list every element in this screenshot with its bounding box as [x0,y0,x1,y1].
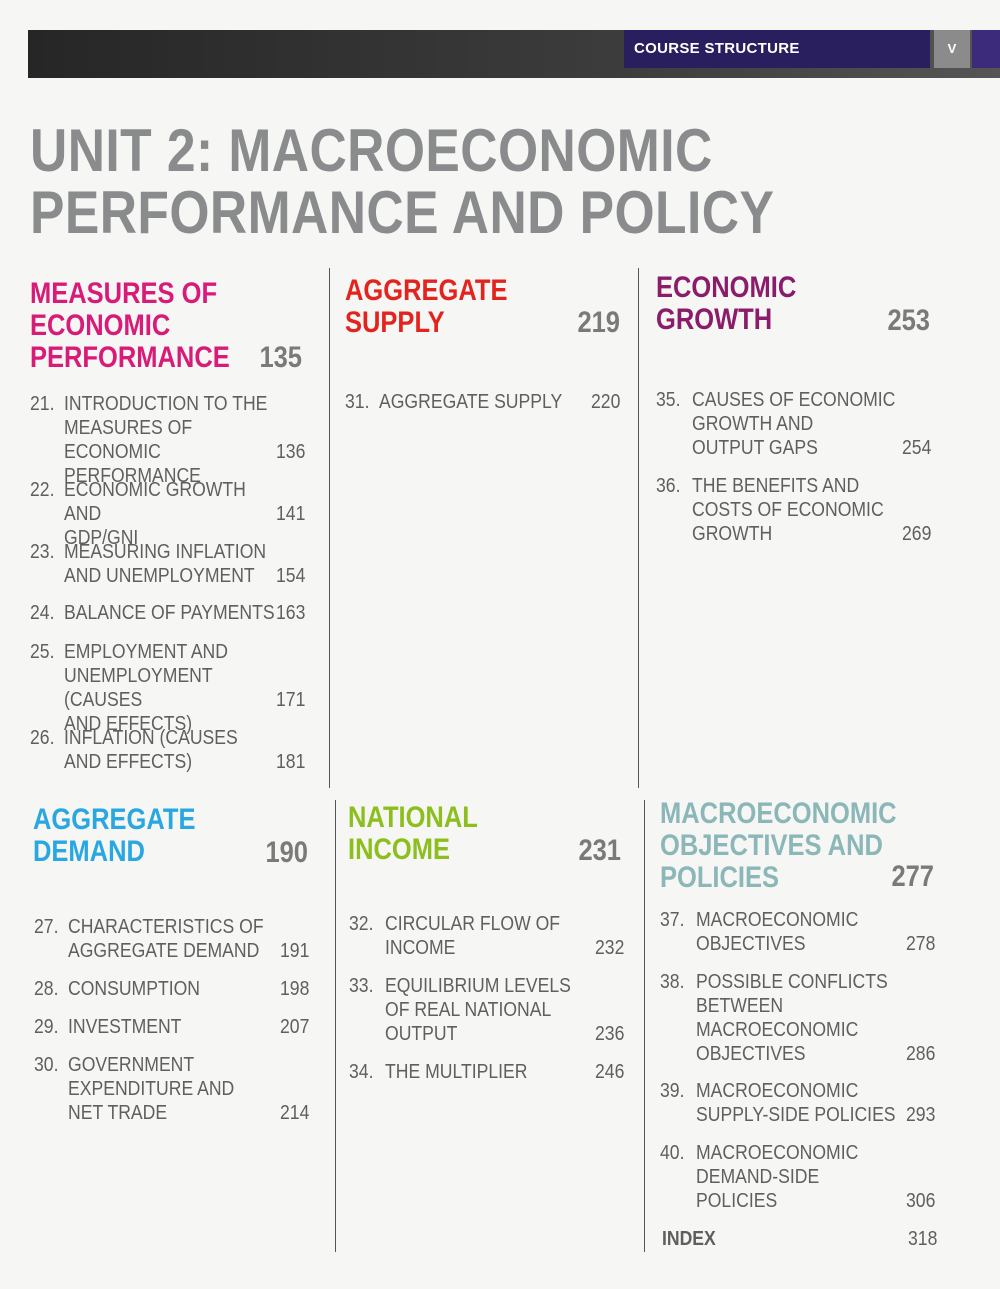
toc-entry-39[interactable]: 39. MACROECONOMIC SUPPLY-SIDE POLICIES 2… [660,1080,935,1126]
section-title-measures[interactable]: MEASURES OF ECONOMIC PERFORMANCE [30,277,230,374]
toc-entry-21[interactable]: 21. INTRODUCTION TO THE MEASURES OF ECON… [30,393,305,487]
toc-entry-37[interactable]: 37. MACROECONOMIC OBJECTIVES 278 [660,909,935,955]
toc-entry-26[interactable]: 26. INFLATION (CAUSES AND EFFECTS) 181 [30,727,305,773]
toc-entry-31[interactable]: 31. AGGREGATE SUPPLY 220 [345,391,620,413]
running-header-section: COURSE STRUCTURE [624,30,930,68]
section-page-measures: 135 [259,341,302,374]
section-title-objectives[interactable]: MACROECONOMIC OBJECTIVES AND POLICIES [660,797,897,894]
section-title-supply[interactable]: AGGREGATE SUPPLY [345,274,508,339]
toc-entry-34[interactable]: 34. THE MULTIPLIER 246 [349,1061,624,1083]
section-page-supply: 219 [577,306,620,339]
unit-title-line-1: UNIT 2: MACROECONOMIC [30,117,713,184]
section-title-demand[interactable]: AGGREGATE DEMAND [33,803,196,868]
toc-entry-27[interactable]: 27. CHARACTERISTICS OF AGGREGATE DEMAND … [34,916,309,962]
toc-entry-38[interactable]: 38. POSSIBLE CONFLICTS BETWEEN MACROECON… [660,971,935,1065]
toc-entry-28[interactable]: 28. CONSUMPTION 198 [34,978,309,1000]
toc-entry-23[interactable]: 23. MEASURING INFLATION AND UNEMPLOYMENT… [30,541,305,587]
toc-entry-25[interactable]: 25. EMPLOYMENT AND UNEMPLOYMENT (CAUSES … [30,641,305,735]
toc-entry-36[interactable]: 36. THE BENEFITS AND COSTS OF ECONOMIC G… [656,475,931,545]
section-page-growth: 253 [887,304,930,337]
toc-entry-22[interactable]: 22. ECONOMIC GROWTH AND GDP/GNI 141 [30,479,305,549]
toc-entry-35[interactable]: 35. CAUSES OF ECONOMIC GROWTH AND OUTPUT… [656,389,931,459]
running-header-page-number: V [934,30,970,68]
header-bar-end [972,30,1000,68]
column-divider-1-top [329,268,330,788]
toc-entry-30[interactable]: 30. GOVERNMENT EXPENDITURE AND NET TRADE… [34,1054,309,1124]
toc-entry-32[interactable]: 32. CIRCULAR FLOW OF INCOME 232 [349,913,624,959]
section-page-objectives: 277 [891,860,934,893]
toc-entry-index[interactable]: INDEX 318 [662,1228,937,1250]
section-title-growth[interactable]: ECONOMIC GROWTH [656,271,797,336]
toc-entry-33[interactable]: 33. EQUILIBRIUM LEVELS OF REAL NATIONAL … [349,975,624,1045]
unit-title: UNIT 2: MACROECONOMIC PERFORMANCE AND PO… [30,120,804,244]
toc-entry-24[interactable]: 24. BALANCE OF PAYMENTS 163 [30,602,305,624]
section-title-income[interactable]: NATIONAL INCOME [348,801,478,866]
section-page-demand: 190 [265,836,308,869]
unit-title-line-2: PERFORMANCE AND POLICY [30,179,775,246]
column-divider-1-bottom [335,800,336,1252]
column-divider-2-bottom [644,800,645,1252]
toc-entry-40[interactable]: 40. MACROECONOMIC DEMAND-SIDE POLICIES 3… [660,1142,935,1212]
toc-entry-29[interactable]: 29. INVESTMENT 207 [34,1016,309,1038]
section-page-income: 231 [578,834,621,867]
column-divider-2-top [638,268,639,788]
